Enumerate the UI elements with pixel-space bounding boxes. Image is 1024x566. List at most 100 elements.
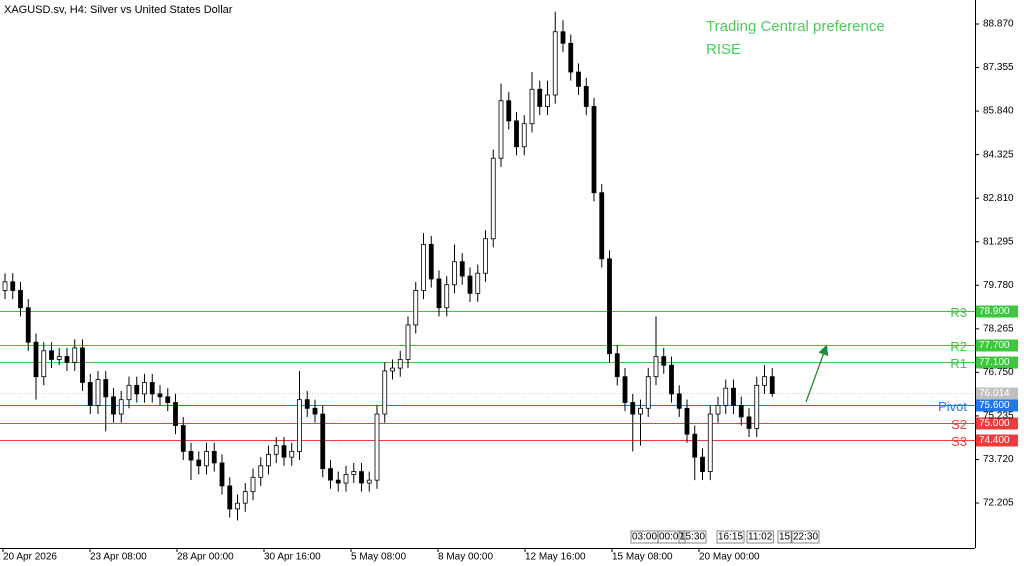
candle-body [10,281,16,291]
candle-body [490,157,496,240]
candle-body [126,384,132,401]
level-price-box [976,417,1018,430]
candle-body [498,100,504,159]
candle-body [545,94,550,107]
level-price-box [976,339,1018,352]
candle-body [552,31,558,96]
candle-body [700,456,705,472]
x-tick-label: 8 May 00:00 [438,552,493,563]
y-tick-label: 78.265 [983,323,1014,334]
y-tick-label: 82.810 [983,193,1014,204]
candle-body [111,396,116,415]
candle-body [335,479,341,484]
candle-body [583,85,589,107]
level-price-box [976,305,1018,318]
candle-body [351,471,357,475]
candles [2,11,775,521]
candle-body [390,367,395,372]
candle-body [312,407,318,415]
candle-body [273,445,279,455]
x-tick-label: 28 Apr 00:00 [177,552,234,563]
candle-body [64,356,70,363]
level-name: R2 [950,339,967,354]
candle-body [165,396,171,403]
candle-body [676,393,682,409]
y-tick-label: 87.355 [983,62,1014,73]
candle-body [2,281,8,291]
y-tick-label: 72.205 [983,498,1014,509]
level-name: S2 [951,417,967,432]
y-tick-label: 85.840 [983,106,1014,117]
candle-body [49,350,54,360]
candle-body [41,350,47,378]
candle-body [80,347,85,383]
candle-body [72,347,78,363]
x-tick-label: 20 May 00:00 [699,552,760,563]
candle-body [614,353,620,378]
candle-body [242,491,248,504]
candle-body [250,476,256,493]
candle-body [754,384,760,429]
y-tick-label: 79.780 [983,280,1014,291]
x-tick-label: 20 Apr 2026 [3,552,57,563]
candle-body [684,407,690,435]
candle-body [436,278,442,309]
level-price-box [976,356,1018,369]
level-price-box [976,399,1018,412]
candle-body [483,238,488,274]
candle-body [258,465,264,478]
candle-body [134,384,140,395]
candle-body [630,402,636,415]
candle-body [297,399,302,452]
candle-body [692,433,698,458]
candle-body [669,364,674,395]
y-tick-label: 75.235 [983,411,1014,422]
level-name: Pivot [938,399,967,414]
x-tick-label: 23 Apr 08:00 [90,552,147,563]
time-marker-box [716,530,745,544]
candle-body [738,405,744,418]
candle-body [359,471,364,484]
candle-body [475,272,481,294]
candle-body [56,356,62,360]
time-marker-box [777,530,792,544]
candle-body [405,324,411,360]
candle-body [196,459,202,467]
candle-body [366,479,372,484]
time-marker-box [746,530,774,544]
candle-body [87,382,93,406]
time-marker: 22:30 [793,532,818,543]
candle-body [731,387,736,406]
candle-body [653,356,659,378]
candle-body [157,393,163,398]
x-tick-label: 5 May 08:00 [351,552,406,563]
time-marker: 03:00 [632,532,657,543]
candle-body [715,405,721,415]
candle-body [444,284,450,309]
candle-body [645,376,651,409]
x-tick-label: 12 May 16:00 [525,552,586,563]
candle-body [118,399,124,415]
candle-body [204,451,209,467]
candle-body [33,341,39,378]
candle-body [413,290,419,326]
candle-body [320,413,326,470]
candle-body [289,451,295,458]
candle-body [219,462,225,487]
candle-body [173,402,178,426]
level-price-label: 78.900 [979,306,1010,317]
candle-body [762,376,767,386]
candle-body [661,356,667,366]
candle-body [638,407,643,415]
level-price-label: 75.600 [979,400,1010,411]
candle-body [591,106,597,194]
time-marker: 15:30 [680,532,705,543]
candle-body [576,71,581,87]
y-tick-label: 84.325 [983,149,1014,160]
time-marker-box [657,530,686,544]
time-marker: 15 [779,532,791,543]
candle-body [560,31,566,44]
preference: RISE [706,41,741,58]
levels: R3 78.900 R2 77.700 R1 77.100 Pivot 75.600 S2 75.… [0,305,1018,449]
